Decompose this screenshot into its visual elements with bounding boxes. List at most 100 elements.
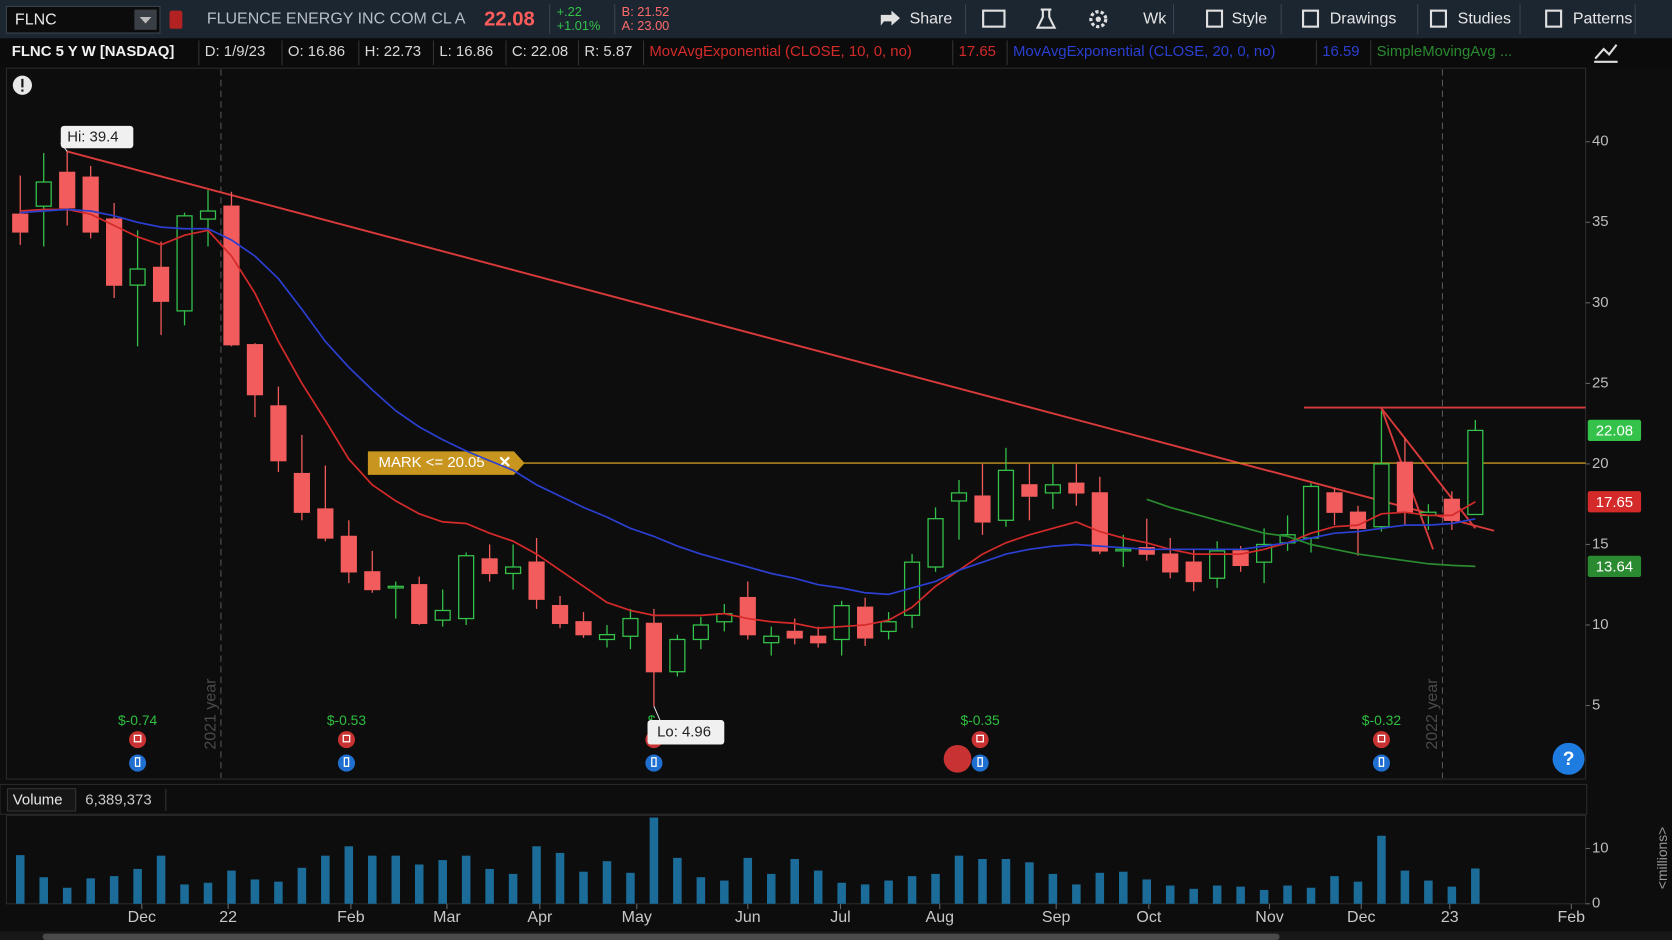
gear-icon[interactable]	[1089, 10, 1108, 29]
separator	[952, 40, 954, 66]
x-tick-label: Dec	[128, 909, 156, 926]
volume-bar	[1072, 884, 1081, 904]
volume-bar	[1165, 885, 1175, 904]
toolbar-icons	[880, 8, 1108, 29]
expand-icon[interactable]	[1594, 44, 1618, 63]
alert-flag[interactable]	[169, 10, 183, 29]
volume-bar	[227, 870, 236, 904]
candle-body	[481, 558, 498, 575]
study-value: 16.59	[1322, 43, 1359, 60]
candle-body	[692, 624, 709, 641]
annotation-box	[60, 125, 134, 149]
candle-body	[106, 218, 123, 286]
icon-glyph	[1378, 757, 1385, 767]
candle-body	[1044, 484, 1061, 494]
trendline	[66, 150, 1495, 532]
price-pane	[5, 67, 1587, 780]
dividend-icon[interactable]	[337, 754, 356, 772]
volume-bar	[532, 846, 541, 904]
volume-bar	[907, 876, 917, 904]
separator	[549, 4, 551, 35]
candle-body	[199, 210, 217, 220]
toolbar-button[interactable]: Share	[910, 10, 953, 27]
help-glyph[interactable]: ?	[1563, 749, 1575, 770]
separator	[1315, 40, 1317, 66]
scrollbar-thumb[interactable]	[42, 933, 1280, 940]
x-tick-label: Feb	[337, 909, 365, 926]
volume-bar	[156, 855, 166, 904]
candle-body	[786, 630, 803, 639]
toolbar-button[interactable]: Wk	[1143, 10, 1167, 27]
earnings-icon[interactable]	[129, 731, 147, 749]
change: +.22	[557, 4, 582, 19]
x-tick-label: Sep	[1042, 909, 1071, 926]
volume-bar	[1189, 888, 1198, 904]
conference-icon[interactable]	[943, 744, 972, 773]
x-tick-label: Feb	[1558, 909, 1586, 926]
volume-bar	[438, 860, 447, 904]
volume-bar	[203, 882, 213, 904]
toolbar-button[interactable]: Drawings	[1330, 10, 1397, 27]
candle-body	[1091, 492, 1108, 552]
help-button[interactable]	[1552, 742, 1585, 775]
year-label: 2022 year	[1424, 678, 1441, 750]
y-tick-label: 20	[1592, 455, 1609, 472]
earnings-icon[interactable]	[971, 731, 989, 749]
study-name: MovAvgExponential (CLOSE, 20, 0, no)	[1013, 43, 1275, 60]
book-icon[interactable]	[982, 9, 1006, 28]
y-tick-label: 15	[1592, 535, 1609, 552]
volume-bar	[649, 817, 659, 904]
x-tick-label: Nov	[1255, 909, 1283, 926]
candle-body	[810, 635, 827, 644]
volume-bar	[1095, 872, 1105, 904]
volume-bar	[133, 868, 142, 904]
candle-body	[927, 518, 944, 568]
dividend-icon[interactable]	[129, 754, 147, 772]
x-tick-label: Mar	[433, 909, 461, 926]
y-axis-label: <millions>	[1654, 827, 1670, 889]
x-tick-label: Aug	[926, 909, 954, 926]
y-tick-label: 0	[1592, 895, 1600, 912]
earnings-label: $-0.74	[118, 712, 158, 728]
study-line	[1146, 498, 1476, 568]
candle-body	[1185, 561, 1202, 583]
volume-bar	[1400, 870, 1410, 904]
toolbar-button[interactable]: Style	[1232, 10, 1268, 27]
separator	[432, 40, 434, 66]
flask-icon[interactable]	[1035, 8, 1057, 29]
volume-header	[0, 783, 1588, 815]
candle-body	[176, 215, 193, 312]
studies-icon[interactable]	[1429, 9, 1448, 28]
toolbar-button[interactable]: Patterns	[1573, 10, 1633, 27]
patterns-icon[interactable]	[1545, 9, 1563, 28]
toolbar-button[interactable]: Studies	[1458, 10, 1511, 27]
dividend-icon[interactable]	[1372, 754, 1390, 772]
share-icon[interactable]	[880, 10, 900, 26]
volume-bar	[1259, 889, 1269, 904]
earnings-icon[interactable]	[1372, 731, 1390, 749]
info-field: C: 22.08	[512, 43, 568, 60]
candle-body	[997, 469, 1015, 521]
drawings-icon[interactable]	[1301, 9, 1320, 28]
candle-body	[1162, 553, 1179, 573]
study-name: SimpleMovingAvg ...	[1377, 43, 1513, 60]
mark-close[interactable]: ✕	[498, 454, 511, 471]
chart-title: FLNC 5 Y W [NASDAQ]	[12, 43, 175, 60]
style-icon[interactable]	[1206, 9, 1224, 28]
candle-body	[622, 617, 639, 637]
candle-body	[880, 621, 897, 633]
volume-bar	[1212, 885, 1222, 904]
y-tick-label: 30	[1592, 294, 1609, 311]
volume-bar	[673, 857, 682, 904]
candle-body	[223, 205, 240, 346]
mark-label: MARK <= 20.05	[379, 454, 485, 471]
candle-body	[129, 268, 146, 286]
candle-body	[387, 585, 404, 589]
candle-body	[1068, 482, 1085, 494]
earnings-icon[interactable]	[337, 731, 356, 749]
separator	[614, 4, 616, 35]
dividend-icon[interactable]	[971, 754, 989, 772]
dividend-icon[interactable]	[645, 754, 663, 772]
volume-bar	[1424, 880, 1433, 904]
mark-tag[interactable]	[367, 451, 525, 475]
